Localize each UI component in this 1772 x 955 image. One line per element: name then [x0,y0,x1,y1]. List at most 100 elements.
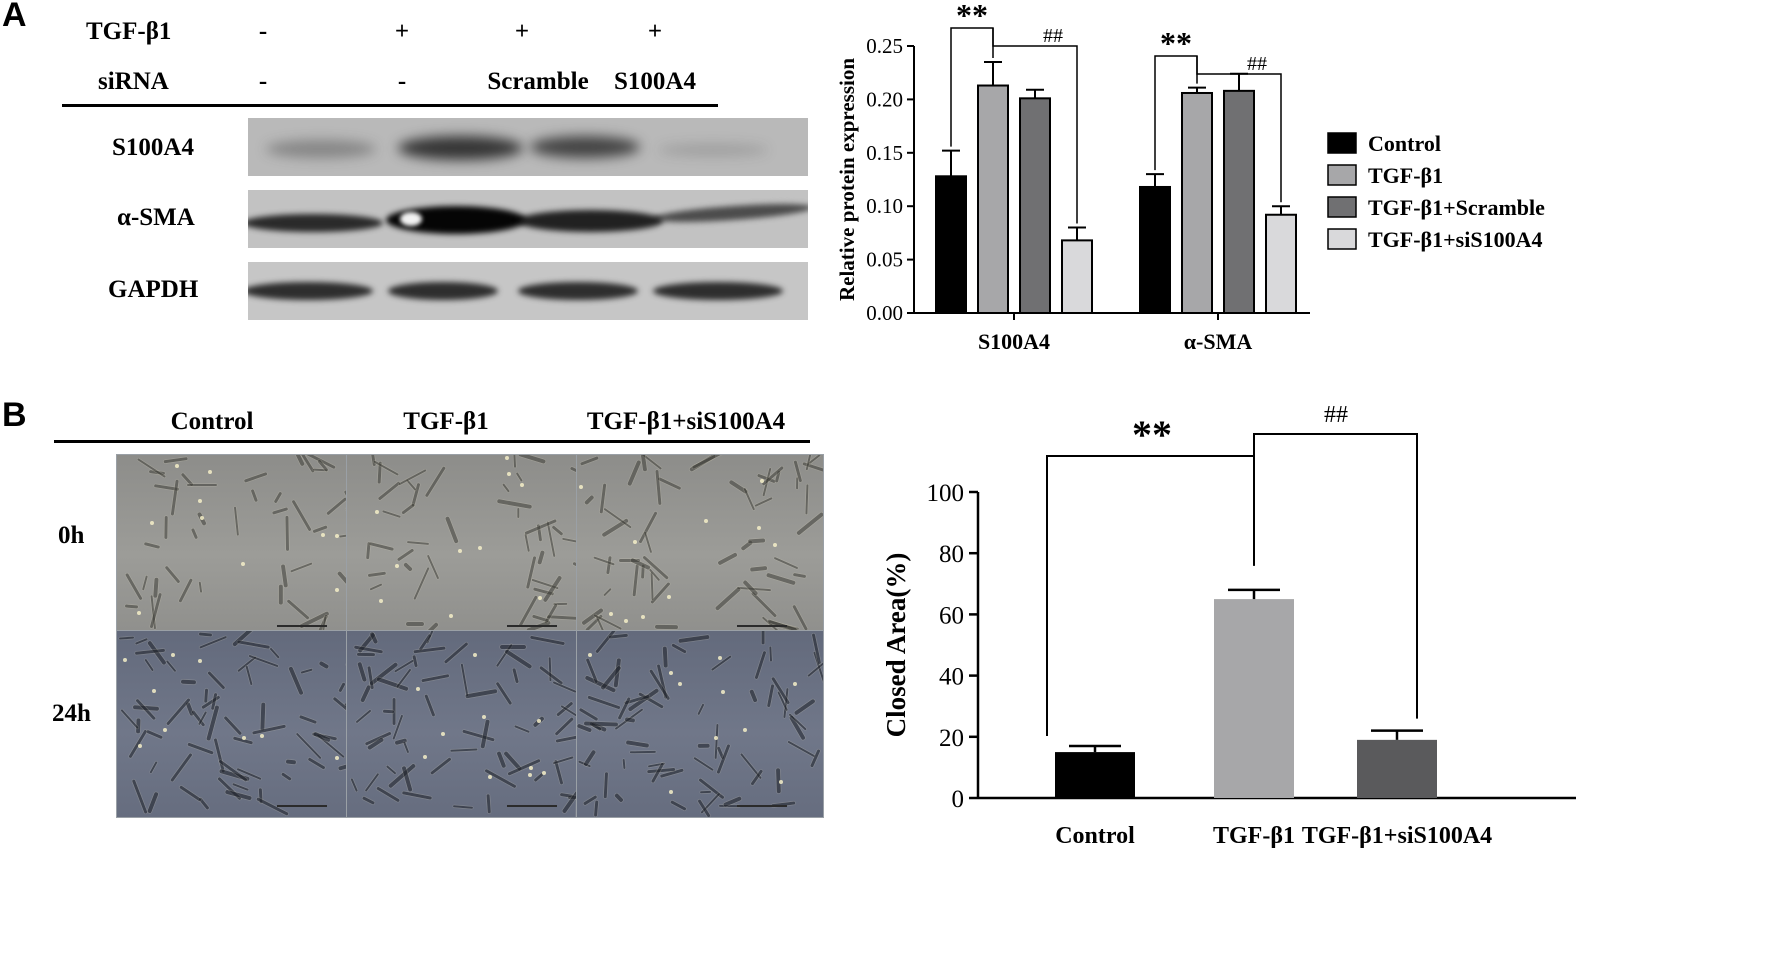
blot-band [248,282,373,300]
micrograph-tgf-si-24h [576,630,824,818]
bar [1265,213,1297,314]
cell [396,548,415,562]
cell [519,483,524,488]
cell [207,470,212,475]
cell [487,775,492,780]
significance-label: ## [1043,25,1063,47]
cell [144,542,161,549]
blot-band [658,144,768,156]
cell [378,598,383,603]
cell [291,499,312,532]
cell [677,681,682,686]
cell [144,659,155,673]
micrograph-tgf-0h [346,454,594,638]
cell [804,484,809,514]
cell [541,771,546,776]
cell [261,702,266,731]
cell [423,693,436,717]
cell [285,516,289,551]
cell [668,789,673,794]
cell [747,538,766,544]
cell [772,543,777,548]
cell [794,698,817,716]
cell [164,565,180,584]
cell [405,622,424,627]
cell [355,709,372,724]
cell [318,660,329,669]
cell [458,549,463,554]
y-tick-label: 80 [939,541,964,568]
cell [244,472,268,483]
cell [367,571,386,578]
cell [137,611,142,616]
bar [1139,185,1171,314]
protein-expression-chart: 0.00 0.05 0.10 0.15 0.20 0.25 Relative protein… [835,0,1545,354]
cell [320,532,325,537]
x-tick-label: TGF-β1+siS100A4 [1302,823,1492,849]
cell [742,488,755,512]
cell [412,567,430,600]
cell [622,758,626,769]
cell [512,668,519,684]
cell [406,541,430,546]
cell [197,659,202,664]
cell [529,766,534,771]
cell-texture [577,631,823,817]
row-label-tgf: TGF-β1 [86,18,172,45]
cell [150,521,155,526]
blot-label-asma: α-SMA [117,204,195,231]
cell [207,670,226,690]
x-tick-label: α-SMA [1184,329,1253,354]
cell [236,639,270,649]
scale-bar [737,625,787,627]
cell [698,778,725,800]
cell [190,528,198,540]
y-axis-label: Relative protein expression [835,58,859,301]
cell [334,756,339,761]
cell [300,668,313,674]
cell [372,460,399,477]
sirna-lane-2: - [397,68,407,95]
cell [754,496,773,507]
cell [375,509,380,514]
cell [626,739,650,748]
cell [171,479,179,516]
cell [386,764,398,775]
cell [416,687,421,692]
cell [165,659,177,672]
cell [778,780,783,785]
blot-strip-s100a4 [248,118,808,176]
cell [495,682,513,706]
cell [528,773,532,778]
cell [170,652,175,657]
cell [518,455,547,464]
cell [553,755,574,765]
cell [286,599,310,621]
cell [517,508,520,519]
panel-a-header-rule [62,104,718,107]
cell [413,645,446,654]
tgf-lane-1: - [258,18,268,45]
cell [655,624,679,629]
cell [118,636,134,640]
cell [614,793,625,804]
cell [551,525,564,536]
cell [619,559,640,562]
cell [465,689,498,699]
cell [423,755,428,760]
y-tick-label: 100 [927,480,965,507]
cell [259,734,264,739]
cell [502,483,511,493]
cell [554,716,575,736]
cell [524,534,530,553]
significance-label: ## [1324,402,1348,428]
cell [281,771,292,781]
legend-label: TGF-β1+Scramble [1368,195,1545,220]
cell [335,534,340,539]
scale-bar [507,805,557,807]
cell [787,740,816,758]
cell [232,782,250,791]
significance-bracket [1253,433,1418,719]
y-tick-label: 0 [952,786,965,813]
cell [761,631,765,645]
